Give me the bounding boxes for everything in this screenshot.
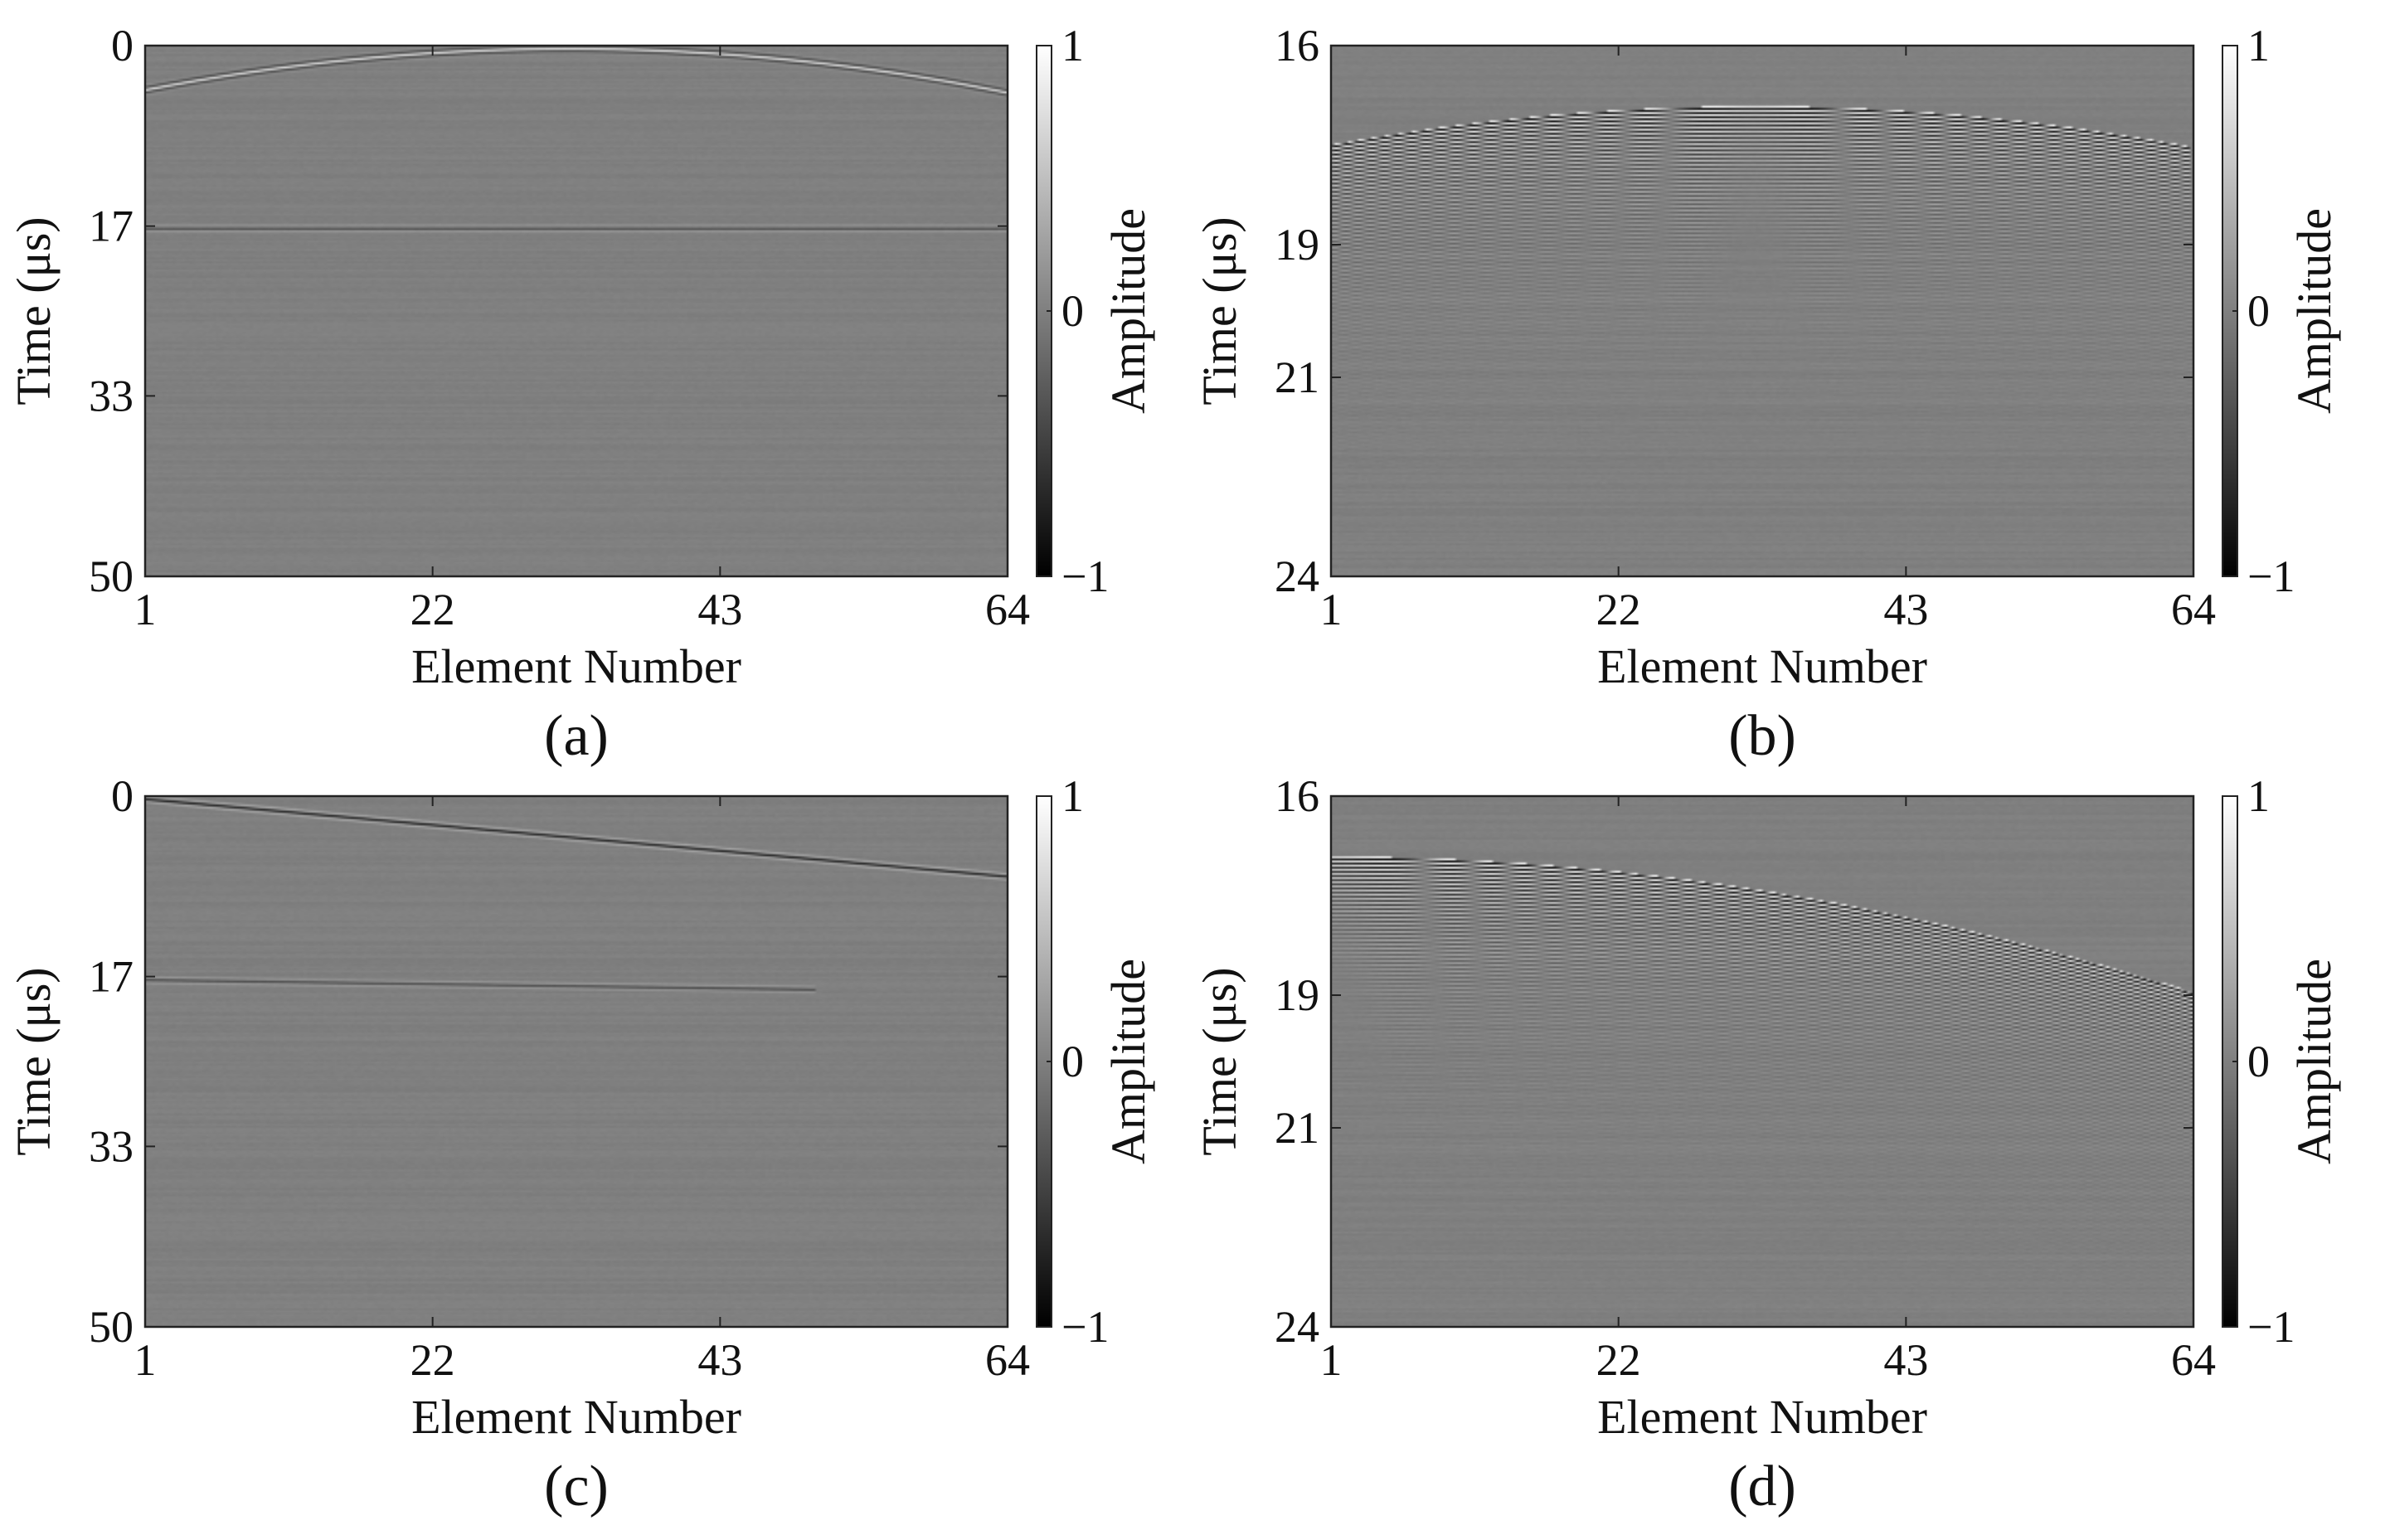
x-tick-label: 43 — [697, 1335, 742, 1385]
x-tick-label: 43 — [1883, 585, 1928, 634]
colorbar-tick-label: 1 — [2247, 771, 2270, 821]
heatmap-image-b — [1331, 46, 2193, 576]
y-tick-label: 17 — [89, 202, 134, 251]
y-tick-label: 0 — [111, 771, 134, 821]
x-tick-label: 22 — [410, 585, 455, 634]
colorbar-tick-label: −1 — [1061, 1302, 1109, 1352]
x-tick-label: 22 — [1596, 585, 1641, 634]
y-axis-label: Time (μs) — [7, 967, 61, 1155]
heatmap-image-d — [1331, 796, 2193, 1327]
x-axis-label: Element Number — [411, 639, 741, 693]
x-tick-label: 43 — [1883, 1335, 1928, 1385]
colorbar-c — [1037, 796, 1052, 1327]
colorbar-d — [2222, 796, 2237, 1327]
colorbar-tick-label: 0 — [2247, 1037, 2270, 1086]
colorbar-label: Amplitude — [1101, 959, 1155, 1164]
colorbar-a — [1037, 46, 1052, 576]
colorbar-tick-label: 0 — [1061, 286, 1084, 336]
panel-label: (d) — [1728, 1455, 1796, 1518]
panel-a: 1 0 −1 Amplitude 1 22 43 64 0 17 33 50 Element Numbe… — [0, 0, 1178, 788]
x-tick-label: 22 — [410, 1335, 455, 1385]
y-tick-label: 17 — [89, 952, 134, 1002]
x-tick-label: 1 — [134, 585, 157, 634]
plot-frame — [143, 794, 1009, 1329]
x-tick-label: 64 — [985, 585, 1030, 634]
colorbar-tick-label: −1 — [2247, 1302, 2295, 1352]
x-tick-label: 64 — [2171, 1335, 2216, 1385]
y-axis-label: Time (μs) — [1193, 967, 1246, 1155]
x-axis-label: Element Number — [1597, 1390, 1927, 1444]
colorbar-tick-label: −1 — [2247, 551, 2295, 601]
x-axis-label: Element Number — [1597, 639, 1927, 693]
colorbar-tick-label: 1 — [1061, 21, 1084, 70]
y-tick-label: 33 — [89, 371, 134, 420]
x-tick-label: 64 — [2171, 585, 2216, 634]
x-tick-label: 22 — [1596, 1335, 1641, 1385]
y-tick-label: 24 — [1275, 551, 1319, 601]
colorbar-tick-label: 0 — [2247, 286, 2270, 336]
axes-c: 1 0 −1 Amplitude 1 22 43 64 0 17 33 50 Element Numbe… — [7, 771, 1155, 1518]
plot-frame — [1329, 44, 2195, 578]
colorbar-label: Amplitude — [2287, 959, 2341, 1164]
colorbar-label: Amplitude — [1101, 208, 1155, 414]
colorbar-label: Amplitude — [2287, 208, 2341, 414]
axes-a: 1 0 −1 Amplitude 1 22 43 64 0 17 33 50 Element Numbe… — [7, 21, 1155, 768]
axes-d: 1 0 −1 Amplitude 1 22 43 64 16 19 21 24 Element Numb… — [1193, 771, 2341, 1518]
y-tick-label: 0 — [111, 21, 134, 70]
colorbar-tick-label: 1 — [1061, 771, 1084, 821]
y-tick-label: 50 — [89, 551, 134, 601]
x-tick-label: 1 — [134, 1335, 157, 1385]
panel-label: (b) — [1728, 704, 1796, 768]
y-tick-label: 24 — [1275, 1302, 1319, 1352]
colorbar-b — [2222, 46, 2237, 576]
plot-frame — [1329, 794, 2195, 1329]
x-tick-label: 1 — [1320, 1335, 1343, 1385]
y-tick-label: 16 — [1275, 21, 1319, 70]
colorbar-tick-label: 1 — [2247, 21, 2270, 70]
panel-d: 1 0 −1 Amplitude 1 22 43 64 16 19 21 24 Element Numb… — [1186, 751, 2363, 1538]
y-tick-label: 21 — [1275, 1103, 1319, 1153]
panel-b: 1 0 −1 Amplitude 1 22 43 64 16 19 21 24 Element Numb… — [1186, 0, 2363, 788]
plot-frame — [143, 44, 1009, 578]
y-tick-label: 21 — [1275, 352, 1319, 402]
axes-b: 1 0 −1 Amplitude 1 22 43 64 16 19 21 24 Element Numb… — [1193, 21, 2341, 768]
colorbar-tick-label: −1 — [1061, 551, 1109, 601]
x-tick-label: 43 — [697, 585, 742, 634]
heatmap-image-a — [145, 46, 1008, 576]
panel-c: 1 0 −1 Amplitude 1 22 43 64 0 17 33 50 Element Numbe… — [0, 751, 1178, 1538]
y-tick-label: 19 — [1275, 970, 1319, 1020]
x-tick-label: 64 — [985, 1335, 1030, 1385]
panel-label: (c) — [544, 1455, 609, 1518]
x-axis-label: Element Number — [411, 1390, 741, 1444]
x-tick-label: 1 — [1320, 585, 1343, 634]
y-tick-label: 33 — [89, 1121, 134, 1171]
colorbar-tick-label: 0 — [1061, 1037, 1084, 1086]
y-axis-label: Time (μs) — [1193, 216, 1246, 405]
y-tick-label: 50 — [89, 1302, 134, 1352]
heatmap-image-c — [145, 796, 1008, 1327]
panel-label: (a) — [544, 704, 609, 768]
y-tick-label: 16 — [1275, 771, 1319, 821]
y-tick-label: 19 — [1275, 220, 1319, 270]
y-axis-label: Time (μs) — [7, 216, 61, 405]
